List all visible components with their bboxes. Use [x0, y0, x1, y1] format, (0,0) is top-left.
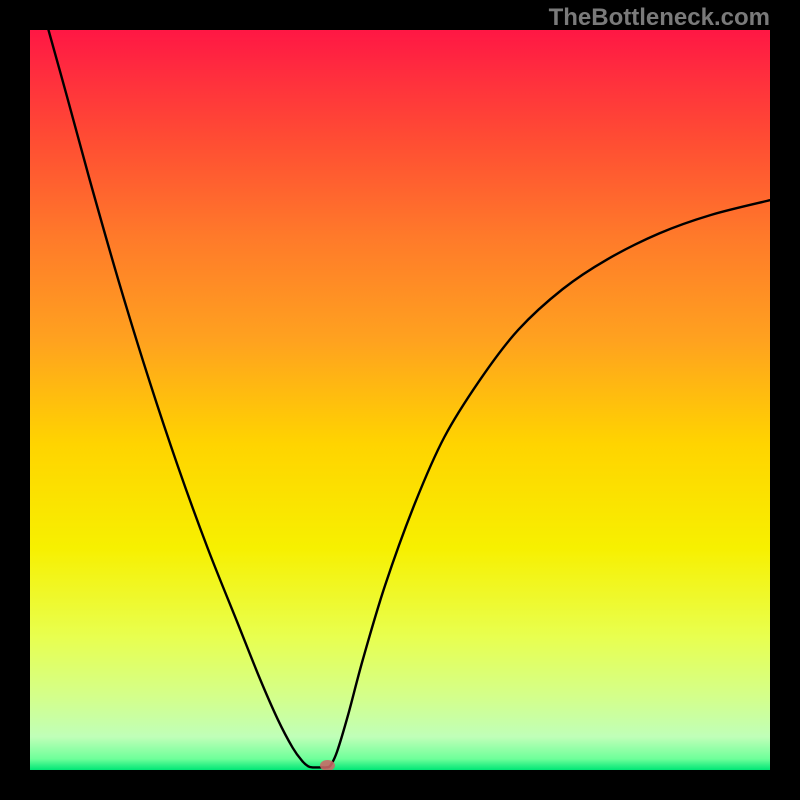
bottleneck-chart [30, 30, 770, 770]
chart-background [30, 30, 770, 770]
watermark-text: TheBottleneck.com [549, 4, 770, 32]
